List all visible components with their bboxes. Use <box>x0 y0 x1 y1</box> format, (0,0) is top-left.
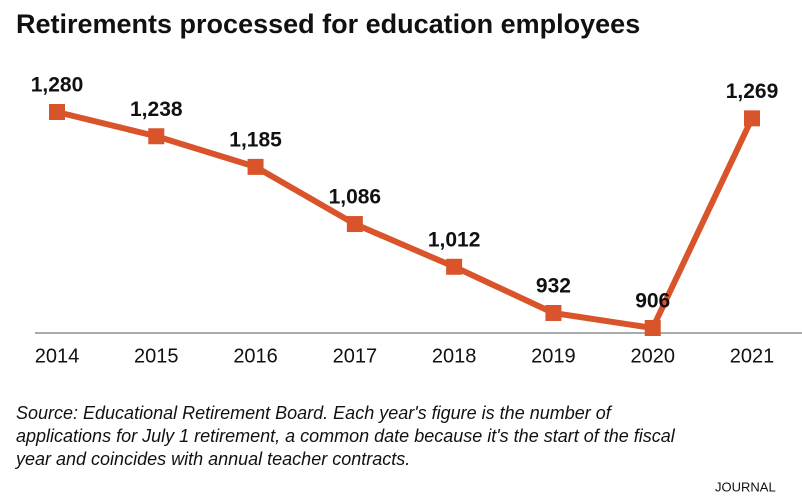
marker <box>744 110 760 127</box>
marker <box>49 104 65 120</box>
marker <box>247 158 264 175</box>
x-tick-label: 2020 <box>630 345 675 367</box>
x-tick-label: 2017 <box>333 345 378 367</box>
data-label: 1,185 <box>229 128 282 151</box>
data-label: 932 <box>536 275 571 298</box>
source-note: Source: Educational Retirement Board. Ea… <box>16 403 613 423</box>
source-note: year and coincides with annual teacher c… <box>14 449 410 469</box>
source-note: applications for July 1 retirement, a co… <box>16 426 676 446</box>
data-label: 1,280 <box>31 74 84 97</box>
data-label: 1,086 <box>329 186 382 209</box>
chart-title: Retirements processed for education empl… <box>16 9 640 39</box>
credit: JOURNAL <box>715 479 776 494</box>
x-tick-label: 2014 <box>35 345 80 367</box>
x-tick-label: 2021 <box>730 345 775 367</box>
data-label: 1,238 <box>130 98 183 121</box>
marker <box>545 304 562 321</box>
marker <box>148 128 165 145</box>
x-tick-label: 2015 <box>134 345 179 367</box>
x-tick-label: 2016 <box>233 345 278 367</box>
data-label: 1,012 <box>428 228 481 251</box>
marker <box>644 320 661 336</box>
marker <box>346 216 363 233</box>
data-label: 1,269 <box>726 80 779 103</box>
data-label: 906 <box>635 290 670 313</box>
line <box>56 109 755 331</box>
x-tick-label: 2019 <box>531 345 576 367</box>
marker <box>446 258 463 275</box>
x-tick-label: 2018 <box>432 345 477 367</box>
